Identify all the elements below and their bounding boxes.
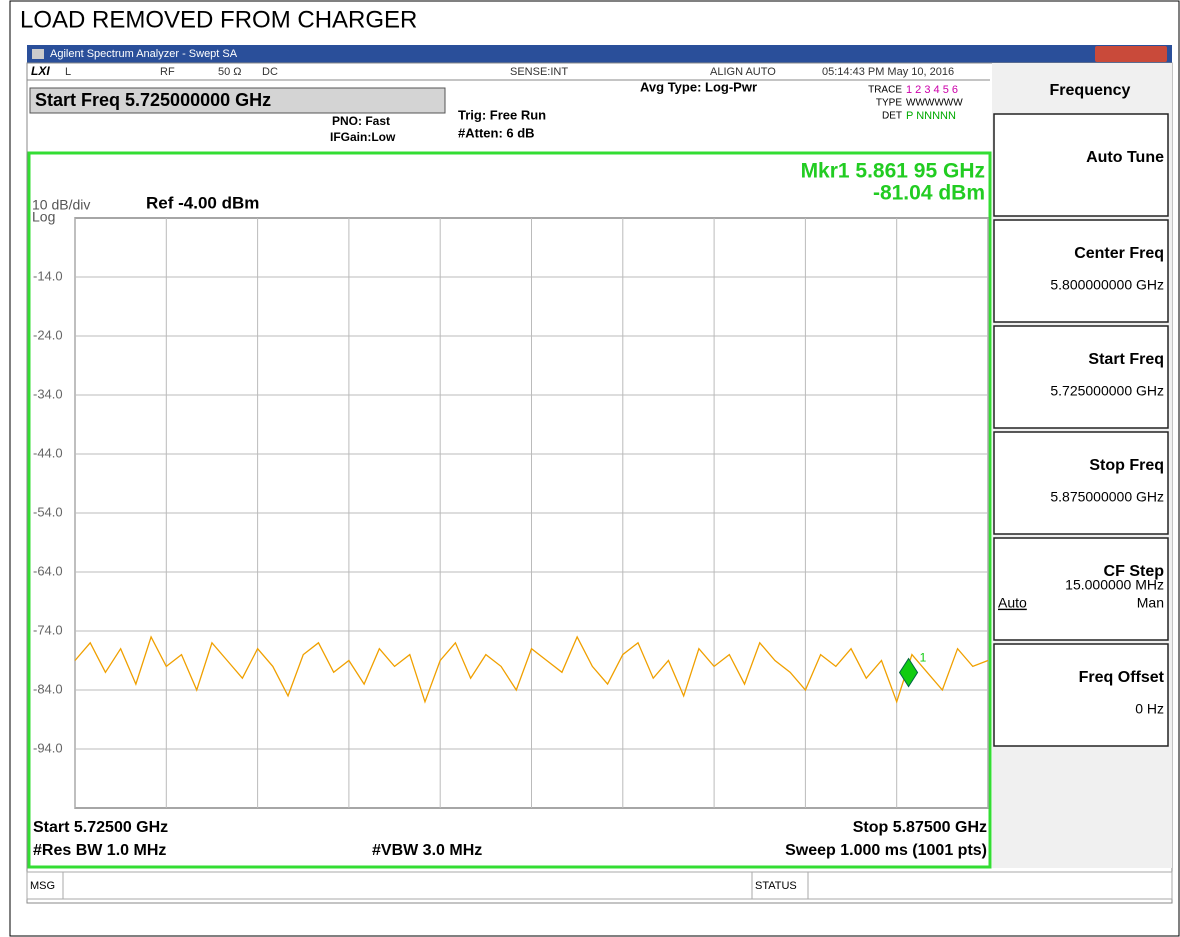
marker-level: -81.04 dBm <box>873 182 985 205</box>
softkey-option[interactable]: Auto <box>998 595 1027 611</box>
softkey-value: 5.800000000 GHz <box>1050 277 1164 293</box>
status-bar <box>26 871 1173 900</box>
lxi: LXI <box>31 64 50 78</box>
avg-type: Avg Type: Log-Pwr <box>640 79 757 94</box>
softkey-value: 5.875000000 GHz <box>1050 489 1164 505</box>
app-icon <box>32 49 44 59</box>
ifgain: IFGain:Low <box>330 130 396 144</box>
status-msg: MSG <box>30 880 55 892</box>
trace-label: TRACE <box>868 85 902 96</box>
trig: Trig: Free Run <box>458 107 546 122</box>
y-tick-label: -14.0 <box>33 268 63 283</box>
sweep-label: Sweep 1.000 ms (1001 pts) <box>785 842 987 859</box>
type-value: WWWWWW <box>906 98 963 109</box>
align: ALIGN AUTO <box>710 66 776 78</box>
marker <box>898 657 919 688</box>
datetime: 05:14:43 PM May 10, 2016 <box>822 66 954 78</box>
y-tick-label: -54.0 <box>33 504 63 519</box>
softkey-value: 15.000000 MHz <box>1065 577 1164 593</box>
y-tick-label: -24.0 <box>33 327 63 342</box>
y-tick-label: -44.0 <box>33 445 63 460</box>
status-status: STATUS <box>755 880 797 892</box>
trace-nums: 1 2 3 4 5 6 <box>906 84 958 96</box>
rf: RF <box>160 66 175 78</box>
type-label: TYPE <box>876 98 902 109</box>
impedance: 50 Ω <box>218 66 242 78</box>
sense: SENSE:INT <box>510 66 568 78</box>
softkey[interactable] <box>993 431 1169 535</box>
active-function-box <box>29 87 446 114</box>
det-value: P NNNNN <box>906 110 956 122</box>
softkey-label: Auto Tune <box>1086 149 1164 166</box>
y-tick-label: -64.0 <box>33 563 63 578</box>
softkey[interactable] <box>993 325 1169 429</box>
atten: #Atten: 6 dB <box>458 125 535 140</box>
active-function: Start Freq 5.725000000 GHz <box>35 90 271 110</box>
marker-label: 1 <box>920 651 927 665</box>
scale-type: Log <box>32 209 55 225</box>
vbw-label: #VBW 3.0 MHz <box>372 842 482 859</box>
y-tick-label: -74.0 <box>33 622 63 637</box>
input: L <box>65 66 71 78</box>
softkey-label: Center Freq <box>1074 245 1164 262</box>
softkey-value: 5.725000000 GHz <box>1050 383 1164 399</box>
pno: PNO: Fast <box>332 114 390 128</box>
softkey-option[interactable]: Man <box>1137 595 1164 611</box>
det-label: DET <box>882 111 902 122</box>
softkey[interactable] <box>993 113 1169 217</box>
softkey[interactable] <box>993 643 1169 747</box>
trace <box>74 635 989 704</box>
softkey-label: Freq Offset <box>1079 669 1165 686</box>
y-tick-label: -34.0 <box>33 386 63 401</box>
softkey-menu: Frequency <box>1050 82 1131 99</box>
softkey-label: CF Step <box>1104 563 1165 580</box>
marker-freq: Mkr1 5.861 95 GHz <box>801 160 985 183</box>
rbw-label: #Res BW 1.0 MHz <box>33 842 166 859</box>
page-title: LOAD REMOVED FROM CHARGER <box>20 6 417 33</box>
window-title: Agilent Spectrum Analyzer - Swept SA <box>50 48 238 60</box>
start-label: Start 5.72500 GHz <box>33 819 168 836</box>
y-tick-label: -84.0 <box>33 681 63 696</box>
ref-label: Ref -4.00 dBm <box>146 193 259 212</box>
softkey-label: Stop Freq <box>1089 457 1164 474</box>
softkey[interactable] <box>993 219 1169 323</box>
stop-label: Stop 5.87500 GHz <box>853 819 987 836</box>
coupling: DC <box>262 66 278 78</box>
softkey[interactable] <box>993 537 1169 641</box>
softkey-value: 0 Hz <box>1135 701 1164 717</box>
y-tick-label: -94.0 <box>33 740 63 755</box>
softkey-label: Start Freq <box>1088 351 1164 368</box>
scale-label: 10 dB/div <box>32 197 90 213</box>
window-controls[interactable] <box>1095 46 1167 62</box>
title-bar <box>27 45 1172 63</box>
